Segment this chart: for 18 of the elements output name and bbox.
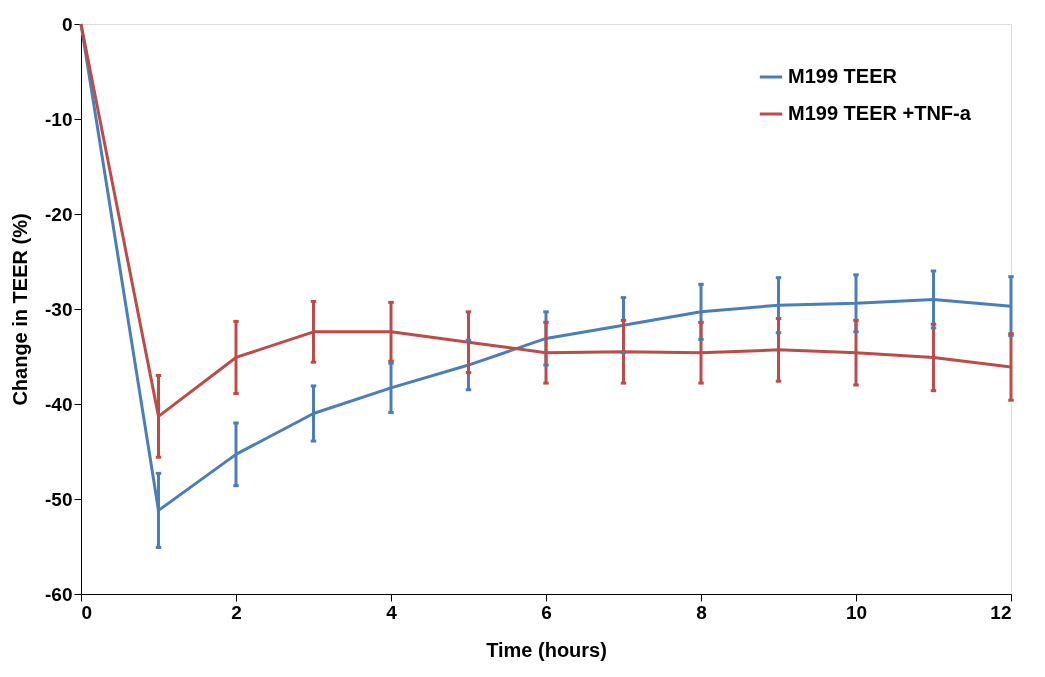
x-tick-label: 2: [231, 601, 242, 623]
y-tick-label: -40: [45, 393, 73, 415]
y-tick-label: 0: [61, 13, 73, 35]
legend-label: M199 TEER +TNF-a: [788, 102, 972, 124]
x-tick-label: 10: [845, 601, 868, 623]
x-tick-label: 6: [541, 601, 552, 623]
x-axis-title: Time (hours): [486, 638, 607, 661]
legend-label: M199 TEER: [788, 65, 898, 87]
y-axis-title: Change in TEER (%): [9, 213, 32, 406]
x-tick-label: 4: [386, 601, 398, 623]
x-tick-label: 0: [81, 601, 93, 623]
y-tick-label: -30: [45, 298, 73, 320]
x-tick-label: 12: [990, 601, 1012, 623]
x-tick-label: 8: [696, 601, 707, 623]
y-tick-label: -60: [45, 583, 73, 605]
y-tick-label: -50: [45, 488, 73, 510]
y-tick-label: -20: [45, 203, 73, 225]
y-tick-label: -10: [45, 108, 73, 130]
